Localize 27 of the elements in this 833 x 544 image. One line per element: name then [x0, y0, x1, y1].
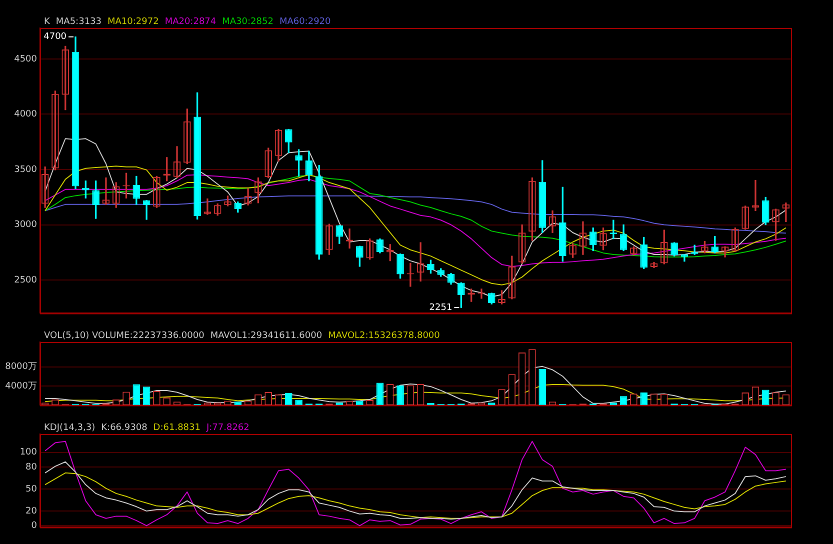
y-tick-label: 4000 — [14, 110, 38, 120]
text: MA20:2874 — [164, 17, 216, 27]
text: MA30:2852 — [222, 17, 274, 27]
y-tick-label: 100 — [20, 448, 38, 458]
y-tick-label: 0 — [31, 521, 38, 532]
y-tick-label: 3500 — [14, 164, 38, 175]
y-tick-label: 20 — [26, 506, 38, 516]
chart-title: VOL(5,10) VOLUME:22237336.0000 — [44, 331, 204, 341]
text: MAVOL1:29341611.6000 — [210, 331, 322, 341]
text: D:61.8831 — [153, 423, 200, 433]
y-tick-label: 3000 — [14, 220, 38, 230]
text: MAVOL2:15326378.8000 — [328, 331, 440, 341]
annotation: 2251 — [429, 302, 452, 313]
text: J:77.8262 — [206, 423, 250, 433]
y-tick-label: 8000万 — [5, 362, 37, 372]
text: MA10:2972 — [108, 17, 159, 27]
text: MA5:3133 — [56, 17, 102, 27]
text: MA60:2920 — [279, 17, 331, 27]
annotation: 4700 — [44, 32, 67, 42]
y-tick-label: 4000万 — [5, 381, 37, 392]
y-tick-label: 4500 — [14, 54, 38, 64]
y-tick-label: 2500 — [14, 275, 38, 286]
y-tick-label: 80 — [26, 462, 38, 472]
chart-title: K — [44, 17, 50, 27]
chart-title: KDJ(14,3,3) — [44, 423, 96, 433]
y-tick-label: 50 — [26, 484, 38, 494]
text: K:66.9308 — [101, 423, 148, 433]
